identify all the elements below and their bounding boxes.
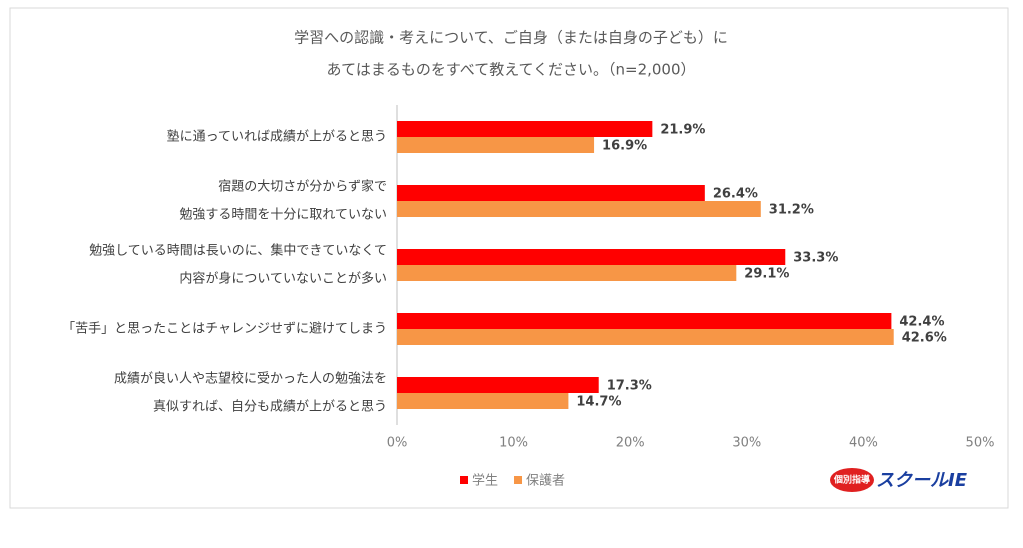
category-label: 宿題の大切さが分からず家で [218,179,387,195]
value-label: 17.3% [607,379,652,394]
logo-small: 個別指導 [833,474,870,486]
category-label: 勉強している時間は長いのに、集中できていなくて [89,243,387,259]
logo-badge [830,468,874,492]
legend-swatch [514,476,523,484]
x-tick-label: 20% [616,436,645,451]
bar [397,265,737,281]
category-label: 勉強する時間を十分に取れていない [179,208,387,223]
bar [397,249,786,265]
category-label: 塾に通っていれば成績が上がると思う [167,129,387,145]
category-label: 「苦手」と思ったことはチャレンジせずに避けてしまう [62,321,387,337]
bar [397,377,599,393]
bar [397,185,705,201]
chart-title: 学習への認識・考えについて、ご自身（または自身の子ども）に [294,29,728,47]
x-tick-label: 40% [849,436,878,451]
logo: 個別指導 スクールIE [830,468,968,492]
category-label: 内容が身についていないことが多い [179,271,387,287]
x-tick-label: 30% [732,436,761,451]
x-tick-label: 10% [499,436,528,451]
chart-title: あてはまるものをすべて教えてください。（n=2,000） [326,61,695,79]
bar [397,201,761,217]
bar [397,313,892,329]
legend-label: 学生 [472,473,498,489]
legend-swatch [460,476,468,484]
value-label: 42.4% [899,315,944,330]
value-label: 16.9% [602,139,647,154]
bar [397,137,595,153]
bar [397,393,569,409]
value-label: 14.7% [576,395,621,410]
bar [397,329,894,345]
value-label: 21.9% [660,123,705,138]
category-label: 成績が良い人や志望校に受かった人の勉強法を [114,371,387,387]
x-tick-label: 50% [966,436,995,451]
value-label: 42.6% [902,331,947,346]
value-label: 31.2% [769,203,814,218]
logo-main: スクールIE [876,470,968,491]
legend-label: 保護者 [526,473,565,489]
value-label: 33.3% [793,251,838,266]
x-tick-label: 0% [387,436,408,451]
bar [397,121,653,137]
category-label: 真似すれば、自分も成績が上がると思う [153,400,387,415]
value-label: 26.4% [713,187,758,202]
value-label: 29.1% [744,267,789,282]
